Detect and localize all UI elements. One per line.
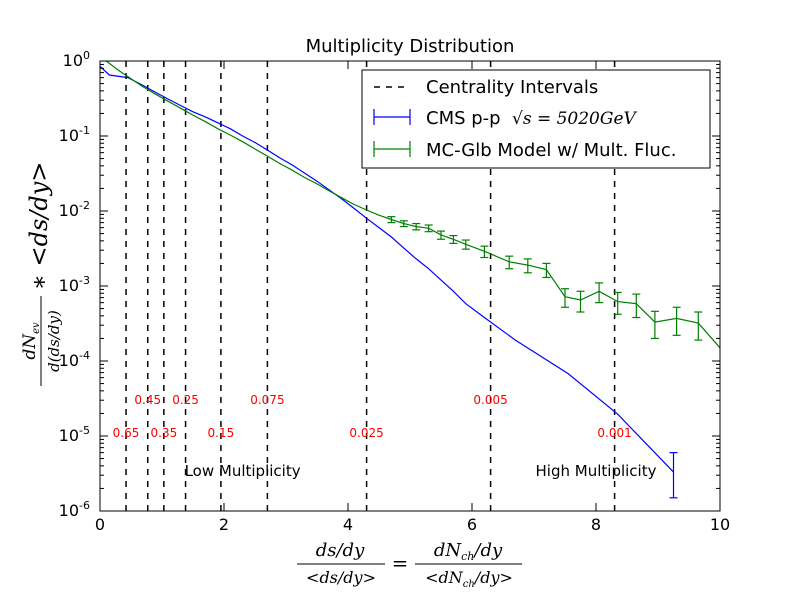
svg-text:<ds/dy>: <ds/dy> [306, 568, 376, 587]
centrality-label: 0.005 [473, 393, 507, 407]
y-tick-label: 10-3 [59, 274, 90, 295]
error-bar [613, 291, 622, 315]
x-tick-label: 2 [219, 515, 229, 534]
y-tick-label: 10-1 [59, 124, 90, 145]
centrality-label: 0.65 [113, 426, 140, 440]
region-label: High Multiplicity [536, 462, 657, 480]
error-bar [672, 306, 681, 336]
error-bar [694, 311, 703, 341]
error-bar [461, 239, 470, 250]
centrality-label: 0.35 [151, 426, 178, 440]
svg-text:dNch/dy: dNch/dy [434, 540, 503, 563]
legend-entry-mc: MC-Glb Model w/ Mult. Fluc. [426, 140, 676, 161]
error-bar [399, 220, 408, 228]
error-bar [449, 234, 458, 244]
legend-swatch-cms [373, 109, 411, 125]
x-tick-label: 4 [343, 515, 353, 534]
error-bar [650, 310, 659, 340]
error-bar [437, 230, 445, 240]
error-bar [505, 255, 514, 270]
x-tick-label: 8 [591, 515, 601, 534]
legend-entry-cms-energy: √s = 5020GeV [512, 109, 638, 129]
axes: 0 2 4 6 8 10 10-6 10-5 10-4 10-3 10-2 10-1 100 [59, 49, 731, 534]
error-bar [561, 288, 569, 308]
y-tick-label: 10-4 [59, 349, 90, 370]
centrality-label: 0.15 [208, 426, 235, 440]
centrality-label: 0.25 [172, 393, 199, 407]
y-tick-label: 10-6 [59, 499, 90, 520]
centrality-label: 0.45 [134, 393, 161, 407]
centrality-label: 0.025 [349, 426, 383, 440]
legend: Centrality Intervals CMS p-p √s = 5020Ge… [361, 69, 711, 169]
svg-text:=: = [392, 551, 409, 575]
error-bar [424, 224, 433, 233]
region-label: Low Multiplicity [185, 462, 301, 480]
x-tick-label: 0 [95, 515, 105, 534]
error-bar [632, 293, 641, 319]
y-tick-label: 100 [63, 49, 90, 70]
error-bar [542, 262, 551, 279]
legend-swatch-mc [373, 141, 411, 157]
svg-text:∗ <ds/dy>: ∗ <ds/dy> [25, 162, 53, 291]
error-bar [669, 452, 678, 499]
y-axis-label: dNev d(ds/dy) ∗ <ds/dy> [20, 162, 63, 386]
y-tick-label: 10-5 [59, 424, 90, 445]
centrality-label: 0.001 [597, 426, 631, 440]
svg-text:ds/dy: ds/dy [316, 540, 365, 561]
error-bar [595, 282, 604, 304]
error-bar [480, 245, 489, 259]
legend-entry-centrality: Centrality Intervals [426, 77, 598, 98]
series-line-0 [100, 65, 674, 473]
svg-text:d(ds/dy): d(ds/dy) [45, 310, 63, 372]
x-tick-label: 10 [710, 515, 730, 534]
legend-box [361, 69, 711, 169]
centrality-label: 0.075 [250, 393, 284, 407]
error-bar [523, 258, 532, 274]
chart-title: Multiplicity Distribution [306, 36, 515, 57]
error-bar [387, 216, 396, 224]
x-axis-label: ds/dy <ds/dy> = dNch/dy <dNch/dy> [297, 540, 522, 590]
error-bar [412, 222, 421, 231]
error-bar [576, 290, 585, 313]
svg-text:dNev: dNev [20, 322, 42, 360]
y-tick-label: 10-2 [59, 199, 90, 220]
legend-entry-cms: CMS p-p [426, 108, 501, 129]
svg-text:<dNch/dy>: <dNch/dy> [425, 568, 513, 590]
x-tick-label: 6 [467, 515, 477, 534]
